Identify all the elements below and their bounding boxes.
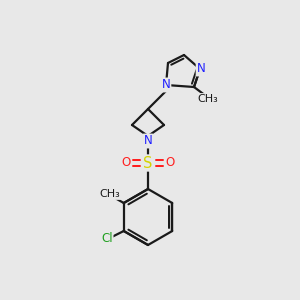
Text: S: S: [143, 155, 153, 170]
Text: O: O: [165, 157, 175, 169]
Text: CH₃: CH₃: [198, 94, 218, 104]
Text: O: O: [122, 157, 130, 169]
Text: Cl: Cl: [101, 232, 112, 244]
Text: N: N: [144, 134, 152, 148]
Text: N: N: [162, 79, 170, 92]
Text: N: N: [196, 62, 206, 76]
Text: CH₃: CH₃: [99, 189, 120, 199]
